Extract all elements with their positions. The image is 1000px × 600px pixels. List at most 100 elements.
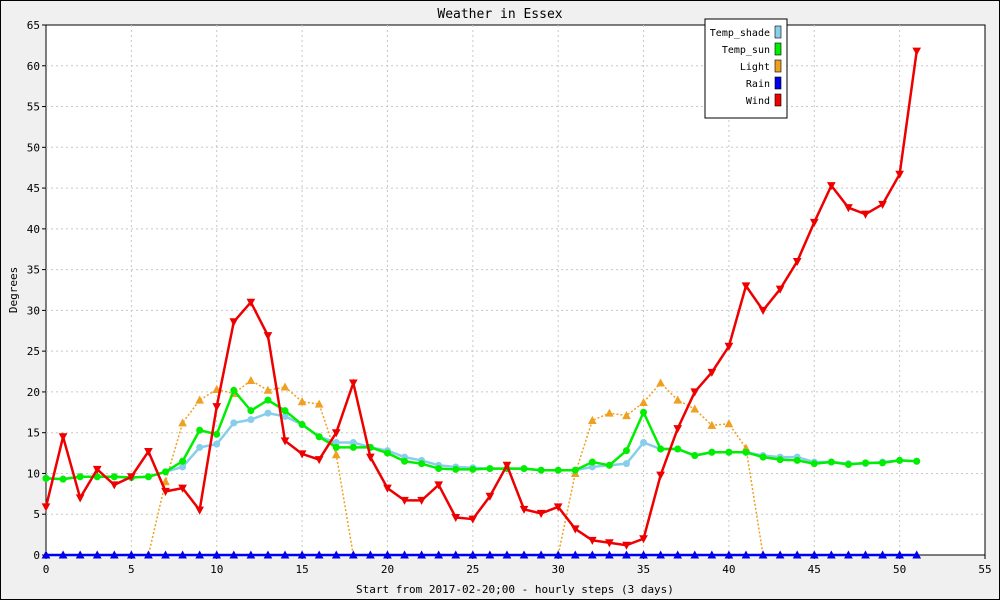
light-point <box>246 375 256 385</box>
wind-point <box>331 429 341 438</box>
rain-point <box>92 550 102 559</box>
light-point <box>195 395 204 404</box>
temp-sun-point <box>759 453 767 461</box>
temp-sun-point <box>588 458 596 466</box>
light-point <box>297 397 307 406</box>
temp-sun-point <box>879 459 887 467</box>
wind-point <box>485 492 495 501</box>
wind-point <box>878 200 887 209</box>
temp-sun-point <box>827 458 835 466</box>
y-axis-label: Degrees <box>7 267 20 313</box>
rain-point <box>144 550 153 559</box>
wind-point <box>690 388 700 397</box>
light-point <box>605 408 614 417</box>
wind-point <box>263 332 273 341</box>
rain-point <box>280 550 290 559</box>
rain-point <box>622 550 631 559</box>
wind-point <box>178 484 187 493</box>
rain-point <box>485 550 495 559</box>
temp-sun-point <box>59 475 67 483</box>
legend-swatch-temp-sun <box>774 42 782 56</box>
wind-point <box>127 473 136 482</box>
x-tick-label: 45 <box>808 563 821 576</box>
temp-sun-point <box>571 466 579 474</box>
y-tick-label: 45 <box>27 182 40 195</box>
wind-point <box>109 481 119 490</box>
rain-point <box>553 550 563 559</box>
temp-sun-point <box>725 448 733 456</box>
temp-shade-point <box>179 463 187 471</box>
light-point <box>622 411 631 420</box>
series-layer <box>41 47 922 559</box>
rain-point <box>912 550 922 559</box>
y-tick-label: 30 <box>27 304 40 317</box>
temp-shade-point <box>230 419 238 427</box>
wind-point <box>724 342 734 351</box>
temp-sun-point <box>622 447 630 455</box>
rain-point <box>707 550 717 559</box>
legend-box <box>704 18 788 119</box>
rain-point <box>639 550 648 559</box>
y-tick-label: 60 <box>27 60 40 73</box>
rain-point <box>690 550 700 559</box>
wind-point <box>297 450 307 459</box>
light-point <box>707 420 717 429</box>
y-tick-label: 5 <box>33 508 40 521</box>
temp-sun-point <box>162 468 170 476</box>
rain-point <box>519 550 529 559</box>
rain-point <box>109 550 119 559</box>
rain-series <box>41 550 922 559</box>
temp-shade-point <box>281 412 289 420</box>
temp-shade-point <box>622 460 630 468</box>
y-tick-label: 25 <box>27 345 40 358</box>
x-tick-label: 55 <box>978 563 991 576</box>
legend: Temp_shade Temp_sun Light Rain Wind <box>704 18 788 119</box>
temp-sun-point <box>896 456 904 464</box>
wind-point <box>827 182 836 191</box>
x-tick-label: 5 <box>128 563 135 576</box>
light-point <box>724 419 734 428</box>
temp-shade-point <box>196 443 204 451</box>
wind-point <box>58 433 68 442</box>
y-tick-label: 40 <box>27 223 40 236</box>
x-tick-label: 25 <box>466 563 479 576</box>
y-tick-label: 35 <box>27 264 40 277</box>
chart-title: Weather in Essex <box>437 7 562 22</box>
rain-point <box>314 550 324 559</box>
temp-sun-point <box>776 456 784 464</box>
rain-point <box>417 550 426 559</box>
light-point <box>587 415 597 424</box>
temp-sun-point <box>742 448 750 456</box>
temp-sun-point <box>844 460 852 468</box>
temp-sun-point <box>383 449 391 457</box>
temp-sun-point <box>42 474 50 482</box>
temp-sun-point <box>144 473 152 481</box>
rain-point <box>827 550 836 559</box>
x-tick-label: 15 <box>295 563 308 576</box>
rain-point <box>861 550 870 559</box>
temp-sun-point <box>452 465 460 473</box>
y-tick-label: 65 <box>27 19 40 32</box>
wind-point <box>656 471 665 480</box>
wind-point <box>553 503 563 512</box>
rain-point <box>451 550 461 559</box>
y-tick-label: 0 <box>33 549 40 562</box>
legend-label-temp-sun: Temp_sun <box>722 45 770 56</box>
rain-point <box>605 550 614 559</box>
wind-point <box>246 298 256 307</box>
temp-sun-point <box>196 426 204 434</box>
temp-sun-point <box>230 386 238 394</box>
x-tick-label: 10 <box>210 563 223 576</box>
temp-sun-point <box>418 460 426 468</box>
rain-point <box>775 550 785 559</box>
temp-sun-point <box>520 465 528 473</box>
light-point <box>280 382 290 391</box>
rain-point <box>502 550 512 559</box>
rain-point <box>656 550 665 559</box>
temp-sun-series <box>42 386 921 483</box>
temp-sun-line <box>45 387 917 481</box>
rain-point <box>587 550 597 559</box>
temp-sun-point <box>605 461 613 469</box>
wind-point <box>792 257 802 267</box>
wind-point <box>758 306 768 315</box>
